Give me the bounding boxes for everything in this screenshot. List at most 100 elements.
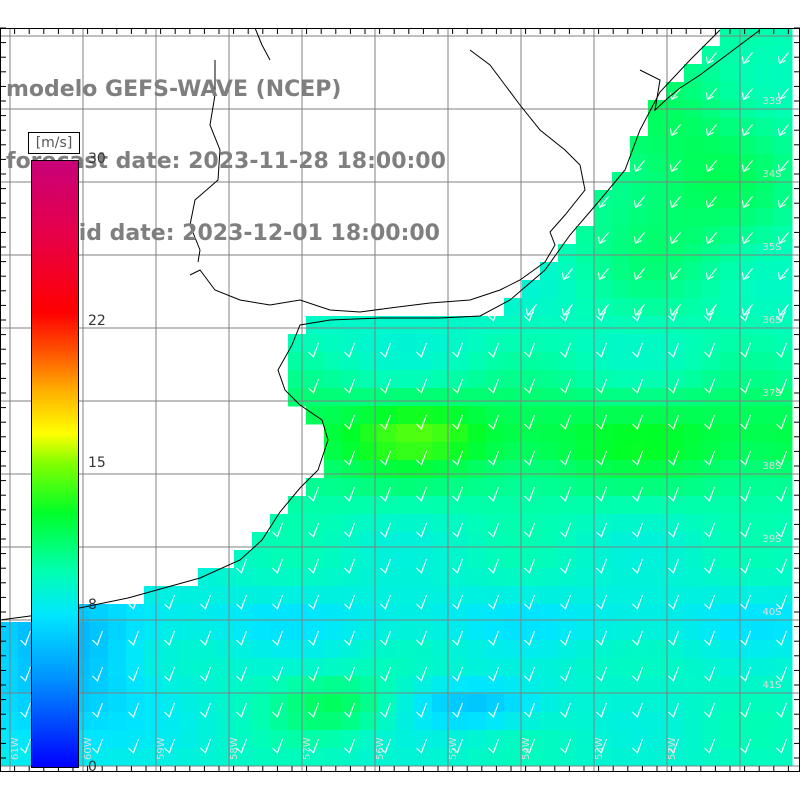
wind-cell: [702, 586, 721, 605]
wind-cell: [594, 316, 613, 335]
wind-cell: [432, 388, 451, 407]
wind-cell: [594, 658, 613, 677]
wind-arrow: [20, 630, 31, 646]
wind-cell: [468, 676, 487, 695]
wind-cell: [378, 568, 397, 587]
wind-cell: [756, 244, 775, 263]
wind-cell: [684, 118, 703, 137]
wind-cell: [684, 622, 703, 641]
wind-cell: [666, 244, 685, 263]
wind-cell: [594, 586, 613, 605]
wind-arrow: [344, 738, 355, 754]
wind-arrow: [596, 630, 607, 646]
wind-cell: [774, 676, 793, 695]
wind-arrow: [778, 196, 789, 209]
wind-cell: [684, 514, 703, 533]
wind-arrow: [742, 304, 753, 317]
wind-cell: [702, 334, 721, 353]
wind-cell: [630, 208, 649, 227]
wind-cell: [522, 694, 541, 713]
wind-cell: [396, 694, 415, 713]
wind-cell: [342, 460, 361, 479]
wind-cell: [648, 442, 667, 461]
model-title: modelo GEFS-WAVE (NCEP): [6, 77, 342, 102]
wind-cell: [630, 406, 649, 425]
wind-cell: [414, 748, 433, 767]
wind-cell: [342, 316, 361, 335]
wind-cell: [720, 46, 739, 65]
wind-cell: [324, 478, 343, 497]
wind-cell: [324, 514, 343, 533]
wind-cell: [612, 604, 631, 623]
wind-arrow: [416, 594, 427, 610]
wind-arrow: [524, 486, 535, 502]
wind-cell: [342, 694, 361, 713]
wind-arrow: [380, 342, 391, 358]
wind-cell: [540, 298, 559, 317]
wind-cell: [702, 316, 721, 335]
wind-cell: [342, 622, 361, 641]
wind-cell: [720, 208, 739, 227]
lat-lon-grid: [0, 27, 800, 772]
wind-cell: [756, 550, 775, 569]
wind-cell: [774, 748, 793, 767]
wind-cell: [468, 550, 487, 569]
wind-arrow: [560, 342, 571, 358]
wind-cell: [684, 478, 703, 497]
wind-cell: [648, 658, 667, 677]
wind-cell: [756, 514, 775, 533]
wind-arrow: [560, 666, 571, 682]
wind-cell: [648, 190, 667, 209]
wind-cell: [666, 388, 685, 407]
wind-cell: [180, 622, 199, 641]
wind-cell: [252, 640, 271, 659]
wind-cell: [666, 316, 685, 335]
wind-cell: [324, 406, 343, 425]
wind-cell: [486, 316, 505, 335]
wind-cell: [684, 154, 703, 173]
wind-cell: [540, 604, 559, 623]
wind-cell: [450, 622, 469, 641]
wind-cell: [720, 460, 739, 479]
wind-cell: [738, 388, 757, 407]
wind-cell: [720, 424, 739, 443]
wind-cell: [558, 460, 577, 479]
wind-cell: [306, 550, 325, 569]
wind-arrow: [380, 594, 391, 610]
wind-arrow: [740, 702, 751, 718]
wind-arrow: [704, 342, 715, 358]
wind-cell: [504, 478, 523, 497]
wind-cell: [612, 694, 631, 713]
wind-cell: [468, 334, 487, 353]
wind-cell: [684, 298, 703, 317]
wind-cell: [594, 424, 613, 443]
wind-cell: [630, 136, 649, 155]
wind-arrow: [488, 558, 499, 574]
wind-cell: [468, 370, 487, 389]
wind-cell: [720, 64, 739, 83]
wind-arrow: [452, 378, 463, 394]
wind-cell: [756, 478, 775, 497]
wind-arrow: [20, 666, 31, 682]
wind-cell: [576, 262, 595, 281]
wind-cell: [540, 550, 559, 569]
wind-arrow: [416, 414, 427, 430]
wind-arrow: [670, 160, 681, 173]
wind-arrow: [562, 304, 573, 317]
wind-cell: [378, 496, 397, 515]
wind-arrow: [596, 486, 607, 502]
wind-cell: [162, 712, 181, 731]
wind-cell: [738, 532, 757, 551]
wind-cell: [504, 460, 523, 479]
wind-cell: [468, 622, 487, 641]
wind-cell: [306, 352, 325, 371]
wind-cell: [90, 676, 109, 695]
wind-cell: [360, 514, 379, 533]
wind-cell: [576, 712, 595, 731]
wind-cell: [666, 550, 685, 569]
wind-arrow: [632, 378, 643, 394]
wind-cell: [540, 658, 559, 677]
wind-cell: [720, 154, 739, 173]
wind-cell: [126, 712, 145, 731]
wind-arrow: [632, 414, 643, 430]
